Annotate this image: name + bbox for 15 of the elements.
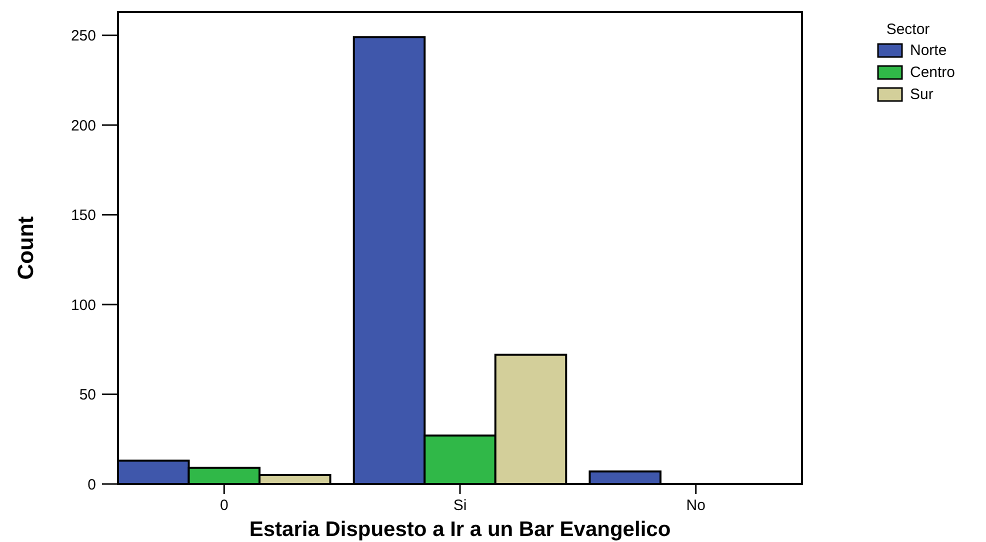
legend-label: Centro	[910, 64, 956, 81]
legend-label: Sur	[910, 86, 934, 103]
y-axis-title: Count	[13, 216, 38, 280]
legend-label: Norte	[910, 42, 947, 59]
y-tick-label: 50	[79, 386, 96, 404]
x-axis-title: Estaria Dispuesto a Ir a un Bar Evangelico	[249, 518, 671, 541]
y-tick-label: 250	[70, 28, 96, 45]
y-tick-label: 150	[70, 207, 96, 224]
y-tick-label: 0	[88, 476, 96, 494]
y-tick-label: 200	[70, 117, 96, 134]
legend-title: Sector	[886, 21, 930, 38]
y-tick-label: 100	[70, 296, 96, 314]
x-tick-label: Si	[453, 497, 467, 514]
x-tick-label: 0	[220, 497, 228, 514]
x-tick-label: No	[686, 497, 706, 514]
